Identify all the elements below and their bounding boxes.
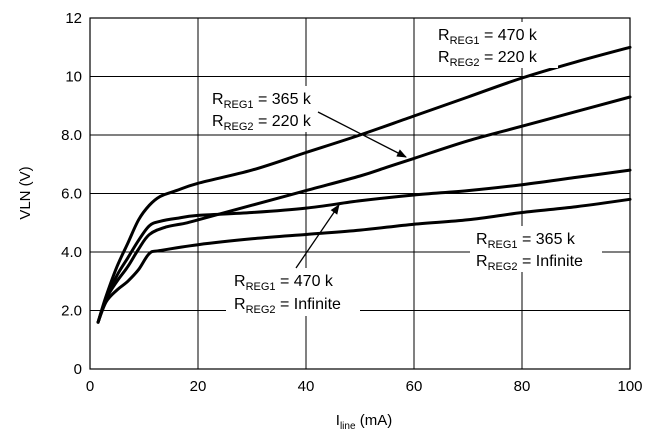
y-tick-label: 2.0 xyxy=(61,303,82,320)
annotation-bg-a2 xyxy=(204,86,334,132)
y-tick-label: 4.0 xyxy=(61,244,82,261)
y-tick-label: 0 xyxy=(74,361,82,378)
annotation-a4-line2: RREG2 = Infinite xyxy=(234,296,341,316)
annotation-bg-a3 xyxy=(470,226,602,272)
series-line-r470_inf xyxy=(96,168,632,324)
x-tick-label: 80 xyxy=(514,378,531,395)
annotation-a4-line1: RREG1 = 470 k xyxy=(234,273,334,293)
x-tick-label: 20 xyxy=(190,378,207,395)
annotation-bg-a4 xyxy=(226,268,360,316)
x-tick-label: 60 xyxy=(406,378,423,395)
annotation-arrow-a4 xyxy=(295,204,340,269)
x-tick-label: 100 xyxy=(617,378,642,395)
annotation-arrow-a2 xyxy=(317,111,407,158)
annotation-a2-line2: RREG2 = 220 k xyxy=(212,113,312,133)
annotation-a1-line2: RREG2 = 220 k xyxy=(438,49,538,69)
annotation-bg-a1 xyxy=(430,22,558,68)
tick-labels: 0 20 40 60 80 100 0 2.0 4.0 6.0 8.0 10 12 xyxy=(61,10,642,395)
y-axis-label: VLN (V) xyxy=(17,166,34,219)
x-tick-label: 0 xyxy=(86,378,94,395)
y-tick-label: 6.0 xyxy=(61,186,82,203)
series-line-r365_r220 xyxy=(96,95,632,324)
annotation-a2-line1: RREG1 = 365 k xyxy=(212,91,312,111)
annotation-a3-line1: RREG1 = 365 k xyxy=(476,231,576,251)
y-tick-label: 12 xyxy=(65,10,82,27)
y-tick-label: 8.0 xyxy=(61,127,82,144)
series-group xyxy=(96,45,632,324)
plot-frame xyxy=(89,17,631,370)
series-line-r365_inf xyxy=(96,197,632,324)
annotation-a1-line1: RREG1 = 470 k xyxy=(438,27,538,47)
x-tick-label: 40 xyxy=(298,378,315,395)
x-axis-label: Iline (mA) xyxy=(336,412,392,431)
series-line-r470_r220 xyxy=(96,45,632,324)
annotation-a3-line2: RREG2 = Infinite xyxy=(476,253,583,273)
y-tick-label: 10 xyxy=(65,69,82,86)
